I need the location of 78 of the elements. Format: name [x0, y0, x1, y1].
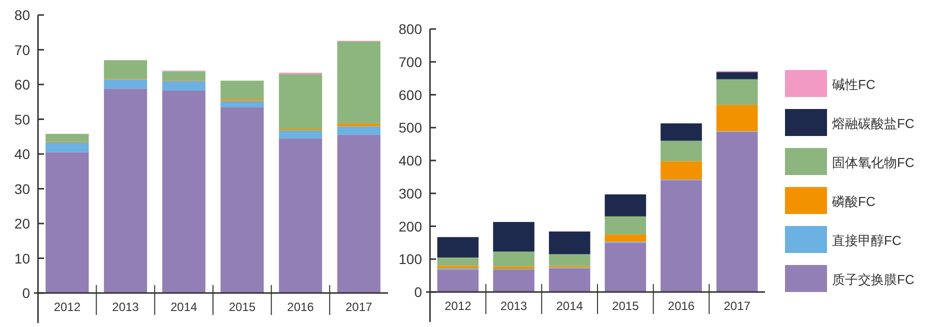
y-tick-label: 100 [398, 251, 422, 268]
y-tick-label: 0 [414, 284, 422, 300]
legend-label: 熔融碳酸盐FC [832, 116, 914, 131]
bar [716, 132, 758, 292]
bar [162, 80, 206, 90]
y-tick-label: 10 [14, 250, 30, 266]
bar [548, 254, 590, 266]
y-tick-label: 40 [14, 146, 30, 162]
bar [278, 130, 322, 138]
bar [46, 134, 89, 142]
bar [548, 268, 590, 292]
x-tick-label: 2014 [170, 300, 198, 314]
bar [162, 71, 206, 80]
bar [337, 126, 380, 135]
bar [493, 266, 534, 269]
x-tick-label: 2015 [228, 300, 256, 314]
bar [493, 222, 534, 252]
bar [437, 237, 479, 258]
bar [660, 123, 702, 141]
y-tick-label: 70 [14, 42, 30, 58]
y-tick-label: 50 [14, 111, 30, 128]
bar [337, 123, 380, 126]
bar [716, 72, 758, 80]
legend-label: 磷酸FC [831, 194, 876, 209]
bar [104, 79, 148, 89]
y-tick-label: 200 [398, 218, 422, 234]
bar [493, 270, 534, 292]
bar [337, 134, 380, 293]
bar [220, 107, 264, 293]
y-tick-label: 600 [398, 86, 422, 103]
bar [278, 74, 322, 129]
y-tick-label: 500 [398, 120, 422, 136]
x-tick-label: 2012 [54, 300, 81, 314]
x-tick-label: 2017 [724, 299, 751, 313]
y-tick-label: 20 [14, 216, 30, 232]
bar [162, 90, 206, 293]
bar [278, 138, 322, 293]
y-tick-label: 30 [14, 180, 30, 197]
x-tick-label: 2015 [612, 299, 640, 313]
y-tick-label: 60 [14, 76, 30, 92]
bar [437, 257, 479, 266]
y-tick-label: 80 [14, 7, 30, 23]
bar [46, 152, 89, 293]
x-tick-label: 2014 [556, 299, 584, 313]
bar [220, 80, 264, 100]
x-tick-label: 2016 [287, 300, 314, 314]
bar [337, 41, 380, 124]
y-tick-label: 400 [398, 152, 422, 168]
bar [104, 88, 148, 293]
x-tick-label: 2013 [112, 300, 140, 314]
bar [437, 266, 479, 268]
legend-label: 直接甲醇FC [832, 233, 902, 248]
x-tick-label: 2016 [668, 299, 695, 313]
y-tick-label: 800 [398, 21, 422, 37]
bar [660, 140, 702, 162]
y-tick-label: 300 [398, 185, 422, 202]
legend-label: 质子交换膜FC [832, 272, 914, 287]
bar [716, 104, 758, 132]
bar [604, 194, 646, 216]
bar [46, 142, 89, 152]
bar [604, 234, 646, 242]
bar [660, 161, 702, 180]
y-tick-label: 0 [22, 285, 30, 301]
legend-label: 固体氧化物FC [832, 155, 914, 170]
bar [604, 216, 646, 234]
x-tick-label: 2013 [500, 299, 528, 313]
x-tick-label: 2017 [345, 300, 373, 314]
bar [437, 270, 479, 292]
bar [104, 60, 148, 79]
bar [548, 232, 590, 254]
bar [493, 252, 534, 266]
bar [716, 79, 758, 105]
legend-label: 碱性FC [832, 77, 876, 92]
x-tick-label: 2012 [444, 299, 472, 313]
bar [220, 100, 264, 108]
bar [660, 180, 702, 292]
bar [604, 242, 646, 292]
y-tick-label: 700 [398, 54, 422, 70]
